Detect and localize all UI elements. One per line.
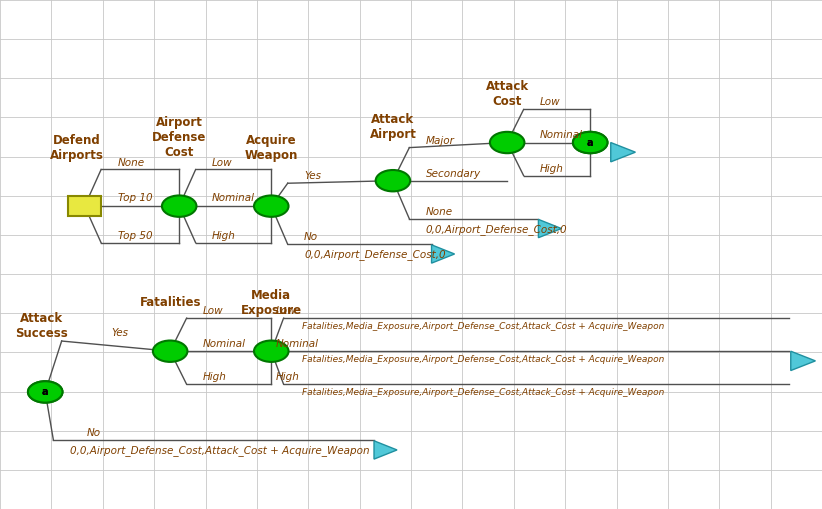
- Text: Low: Low: [540, 97, 561, 107]
- Text: Low: Low: [203, 306, 224, 316]
- Text: Yes: Yes: [111, 328, 128, 338]
- Circle shape: [573, 132, 607, 153]
- Polygon shape: [538, 219, 561, 238]
- Text: Nominal: Nominal: [540, 130, 583, 140]
- Text: a: a: [42, 387, 48, 397]
- Text: Fatalities,Media_Exposure,Airport_Defense_Cost,Attack_Cost + Acquire_Weapon: Fatalities,Media_Exposure,Airport_Defens…: [302, 388, 665, 398]
- Text: Secondary: Secondary: [426, 168, 481, 179]
- Text: High: High: [540, 163, 564, 174]
- Polygon shape: [432, 245, 455, 263]
- Text: High: High: [203, 372, 227, 382]
- Text: 0,0,Airport_Defense_Cost,0: 0,0,Airport_Defense_Cost,0: [304, 249, 446, 260]
- FancyBboxPatch shape: [68, 196, 101, 216]
- Text: Top 10: Top 10: [118, 193, 152, 203]
- Text: Low: Low: [275, 305, 296, 316]
- Circle shape: [490, 132, 524, 153]
- Text: No: No: [304, 232, 318, 242]
- Text: Fatalities,Media_Exposure,Airport_Defense_Cost,Attack_Cost + Acquire_Weapon: Fatalities,Media_Exposure,Airport_Defens…: [302, 355, 665, 364]
- Text: a: a: [587, 137, 593, 148]
- Polygon shape: [791, 351, 815, 371]
- Text: Attack
Cost: Attack Cost: [486, 80, 529, 108]
- Text: a: a: [42, 387, 48, 397]
- Text: High: High: [275, 372, 299, 382]
- Text: Yes: Yes: [304, 171, 321, 181]
- Text: Fatalities,Media_Exposure,Airport_Defense_Cost,Attack_Cost + Acquire_Weapon: Fatalities,Media_Exposure,Airport_Defens…: [302, 322, 665, 331]
- Text: Attack
Airport: Attack Airport: [369, 113, 417, 142]
- Circle shape: [376, 170, 410, 191]
- Polygon shape: [611, 143, 635, 162]
- Polygon shape: [374, 441, 397, 459]
- Text: Nominal: Nominal: [203, 338, 246, 349]
- Circle shape: [28, 381, 62, 403]
- Text: Acquire
Weapon: Acquire Weapon: [245, 133, 298, 162]
- Text: Nominal: Nominal: [212, 193, 255, 203]
- Circle shape: [28, 381, 62, 403]
- Text: Defend
Airports: Defend Airports: [49, 133, 104, 162]
- Text: Top 50: Top 50: [118, 231, 152, 241]
- Circle shape: [573, 132, 607, 153]
- Text: Nominal: Nominal: [275, 338, 318, 349]
- Text: Airport
Defense
Cost: Airport Defense Cost: [152, 116, 206, 159]
- Text: 0,0,Airport_Defense_Cost,Attack_Cost + Acquire_Weapon: 0,0,Airport_Defense_Cost,Attack_Cost + A…: [70, 445, 370, 456]
- Circle shape: [162, 195, 196, 217]
- Text: None: None: [426, 207, 453, 217]
- Text: No: No: [86, 428, 100, 438]
- Text: None: None: [118, 158, 145, 168]
- Text: a: a: [587, 137, 593, 148]
- Text: Major: Major: [426, 135, 455, 146]
- Text: High: High: [212, 231, 236, 241]
- Circle shape: [254, 195, 289, 217]
- Text: Fatalities: Fatalities: [140, 296, 201, 309]
- Circle shape: [254, 341, 289, 362]
- Text: Attack
Success: Attack Success: [15, 312, 67, 340]
- Text: Media
Exposure: Media Exposure: [241, 289, 302, 317]
- Circle shape: [153, 341, 187, 362]
- Text: 0,0,Airport_Defense_Cost,0: 0,0,Airport_Defense_Cost,0: [426, 224, 567, 235]
- Text: Low: Low: [212, 158, 233, 168]
